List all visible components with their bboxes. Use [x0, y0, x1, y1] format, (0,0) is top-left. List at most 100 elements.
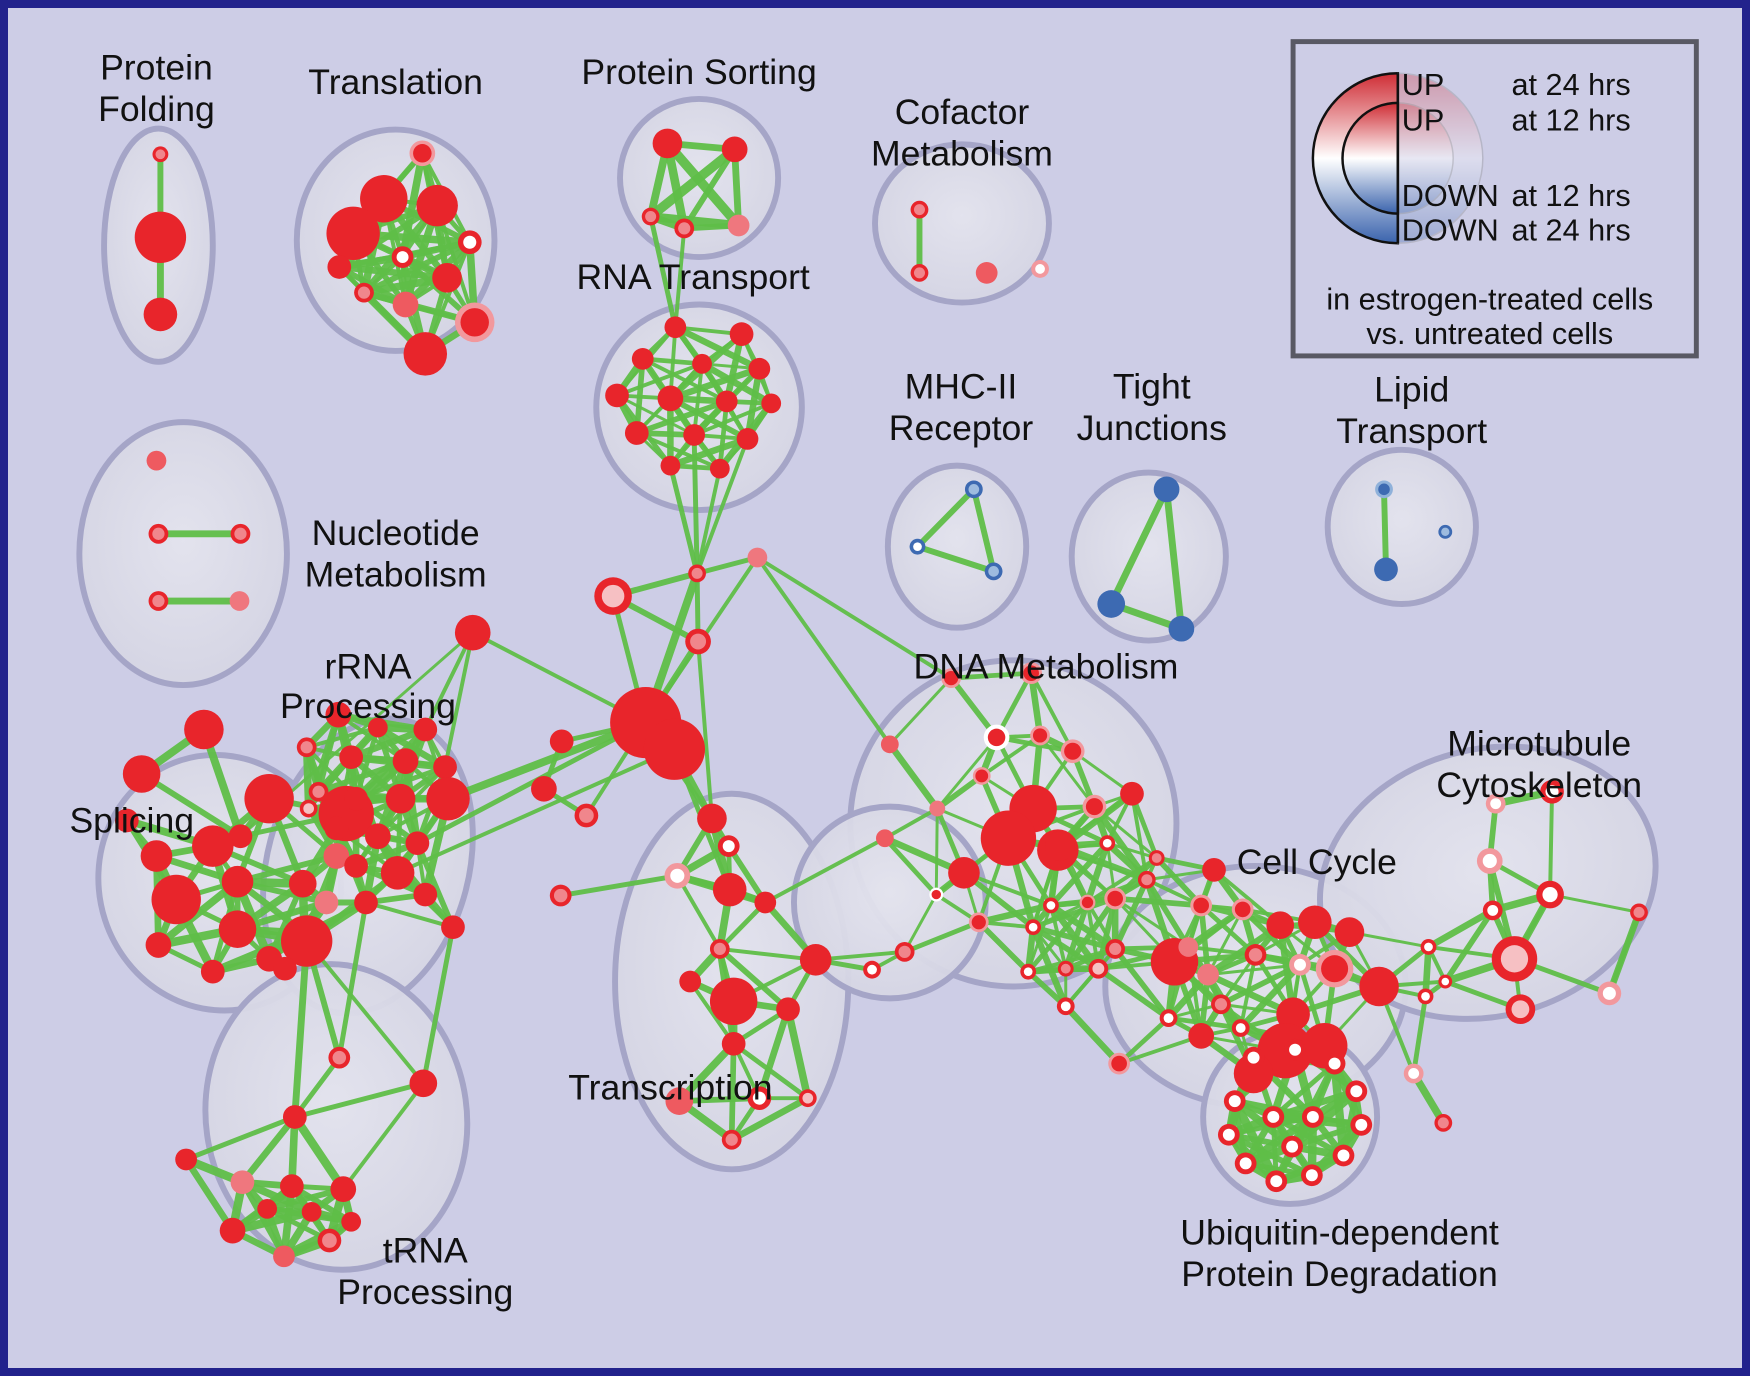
node-sb-0 — [280, 915, 333, 967]
edge — [234, 853, 340, 885]
node-rt-11 — [736, 428, 759, 450]
edge — [696, 639, 714, 821]
node-sp-5 — [323, 843, 350, 869]
node-rr-10 — [385, 783, 416, 814]
node-core-nm-2 — [234, 527, 247, 540]
node-sp-7 — [288, 869, 317, 898]
edge — [975, 919, 1032, 975]
node-rr-1 — [367, 717, 388, 738]
cluster-shell-mhc2-receptor — [884, 462, 1030, 631]
node-sp-11 — [145, 932, 172, 958]
node-core-tr-9 — [460, 308, 489, 337]
node-rr-19 — [441, 915, 465, 940]
node-core-mt-1 — [1542, 886, 1558, 903]
node-core-ub-9 — [1222, 1128, 1235, 1141]
node-tn-2 — [230, 1170, 255, 1195]
node-tr-3 — [416, 184, 458, 227]
node-core-tr-0 — [413, 144, 432, 163]
node-core-ub-1 — [1289, 1043, 1302, 1056]
edge — [239, 1113, 299, 1186]
node-rt-9 — [624, 421, 649, 445]
node-core-ub-3 — [1350, 1085, 1363, 1098]
edge — [304, 939, 426, 1086]
edge — [756, 1005, 792, 1102]
node-core-dc-30 — [1092, 962, 1105, 975]
node-core-rr-8 — [303, 803, 314, 814]
node-tj-1 — [1097, 590, 1126, 618]
edge — [1143, 876, 1192, 950]
edge — [675, 873, 722, 951]
edge — [886, 741, 941, 812]
edge — [979, 733, 1042, 778]
node-core-tx-13 — [752, 1091, 766, 1105]
node-core-tn-6 — [322, 1233, 337, 1248]
node-ps-0 — [652, 128, 683, 159]
node-rt-1 — [729, 322, 754, 347]
edge — [728, 1094, 812, 1143]
edge — [695, 466, 722, 576]
edge — [420, 924, 456, 1086]
node-sp-2 — [192, 825, 234, 867]
node-tj-0 — [1153, 476, 1180, 503]
node-core-dc-17 — [1046, 901, 1056, 910]
node-core-dc-33 — [1141, 874, 1153, 886]
node-core-tx-2 — [670, 868, 685, 883]
cluster-label-protein-folding-1: Protein — [100, 47, 213, 87]
edge — [1422, 943, 1432, 1000]
node-core-rr-7 — [312, 785, 325, 798]
node-dc-51 — [1233, 1053, 1274, 1094]
edge — [290, 1112, 348, 1194]
node-rr-12 — [324, 816, 349, 841]
edge — [414, 840, 456, 931]
edge — [914, 543, 997, 575]
node-tn-4 — [330, 1176, 357, 1202]
edge — [347, 726, 429, 761]
node-rt-3 — [692, 353, 712, 374]
node-core-dc-8 — [1085, 798, 1103, 816]
node-core-dc-47 — [1235, 1023, 1246, 1033]
legend-caption-line1: in estrogen-treated cells — [1326, 283, 1653, 317]
node-core-ub-13 — [1286, 1140, 1299, 1153]
legend-down-24-time: at 24 hrs — [1512, 213, 1631, 247]
node-core-mt-7 — [1490, 798, 1502, 810]
node-core-cf-3 — [1035, 264, 1045, 274]
node-core-mt-11 — [1408, 1068, 1420, 1079]
edge — [902, 919, 982, 955]
edge — [691, 432, 700, 576]
node-core-dc-22 — [1060, 963, 1071, 974]
edge — [1107, 485, 1171, 608]
node-core-dc-16 — [971, 915, 986, 930]
node-core-mt-4 — [1511, 1000, 1530, 1019]
node-core-mt-2 — [1487, 904, 1499, 916]
cluster-label-ubiquitin-2: Protein Degradation — [1181, 1254, 1497, 1294]
node-ra-0 — [454, 614, 491, 651]
node-core-mid-0 — [332, 1050, 347, 1065]
edge — [728, 1040, 737, 1143]
node-tr-8 — [392, 291, 419, 318]
node-tx-11 — [721, 1031, 746, 1056]
node-core-dc-3 — [943, 671, 959, 686]
cluster-label-splicing: Splicing — [69, 800, 194, 840]
node-ps-1 — [721, 136, 748, 163]
node-sp-3 — [140, 840, 173, 872]
edge — [934, 773, 985, 812]
node-core-cw-2 — [601, 584, 625, 608]
edge — [934, 807, 939, 897]
legend-up-24-dir: UP — [1402, 68, 1445, 102]
edge — [443, 630, 475, 770]
legend-down-12-dir: DOWN — [1402, 179, 1499, 213]
cluster-label-transcription: Transcription — [568, 1067, 772, 1107]
edge — [755, 555, 954, 681]
node-tx-5 — [754, 891, 777, 914]
node-tx-4 — [712, 872, 747, 907]
node-core-nm-1 — [152, 527, 165, 540]
node-core-dc-21 — [1023, 967, 1033, 977]
edge — [914, 486, 977, 550]
node-sp-8 — [151, 874, 201, 925]
edge — [1029, 671, 1075, 754]
edge — [1204, 921, 1284, 978]
node-dc-45 — [1359, 966, 1399, 1007]
edge — [1206, 907, 1245, 977]
edge — [882, 806, 940, 841]
edge — [1548, 789, 1555, 897]
